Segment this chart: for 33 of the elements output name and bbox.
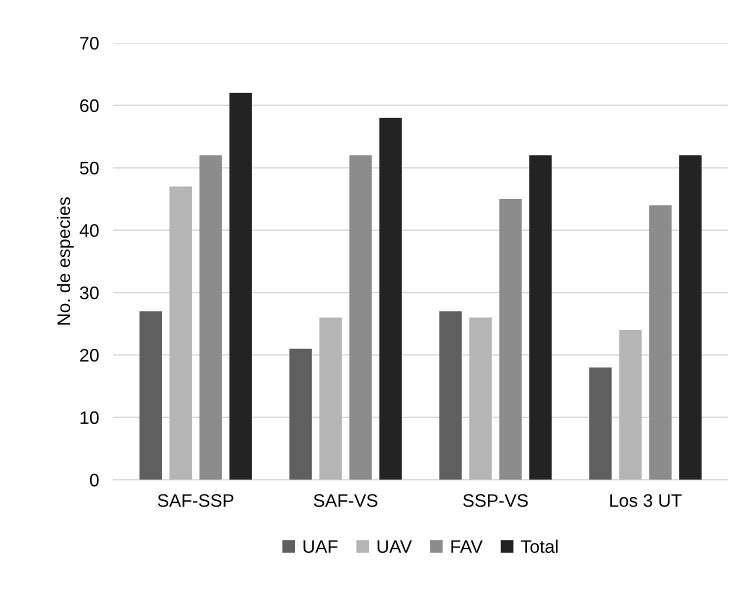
bar xyxy=(499,198,522,480)
x-tick-label: Los 3 UT xyxy=(610,494,682,507)
y-tick-label: 10 xyxy=(80,411,99,424)
bar xyxy=(439,311,462,480)
y-tick-label: 30 xyxy=(80,286,99,300)
bar xyxy=(139,311,162,480)
y-axis-title: No. de especies xyxy=(56,197,74,325)
legend-label: FAV xyxy=(451,540,483,553)
legend-label: UAF xyxy=(304,540,338,553)
legend-label: Total xyxy=(521,540,558,553)
y-tick-label: 0 xyxy=(90,474,99,486)
bar xyxy=(199,155,222,480)
bar xyxy=(679,155,702,480)
bar xyxy=(379,118,402,480)
y-tick-label: 50 xyxy=(80,162,99,174)
x-tick-label: SSP-VS xyxy=(463,494,528,507)
bar xyxy=(589,367,612,480)
bar xyxy=(289,348,312,480)
bar xyxy=(349,155,372,480)
bar xyxy=(319,318,342,480)
bar xyxy=(649,205,672,480)
x-tick-label: SAF-VS xyxy=(314,494,378,507)
bar xyxy=(229,92,252,480)
bar xyxy=(469,318,492,480)
bar xyxy=(169,186,192,480)
y-tick-label: 60 xyxy=(80,99,99,112)
x-tick-label: SAF-SSP xyxy=(158,494,234,507)
bar xyxy=(619,330,642,480)
legend-label: UAV xyxy=(378,540,412,553)
y-tick-label: 40 xyxy=(80,224,99,237)
y-tick-label: 20 xyxy=(80,348,99,362)
y-tick-label: 70 xyxy=(80,36,99,50)
bar xyxy=(529,155,552,480)
